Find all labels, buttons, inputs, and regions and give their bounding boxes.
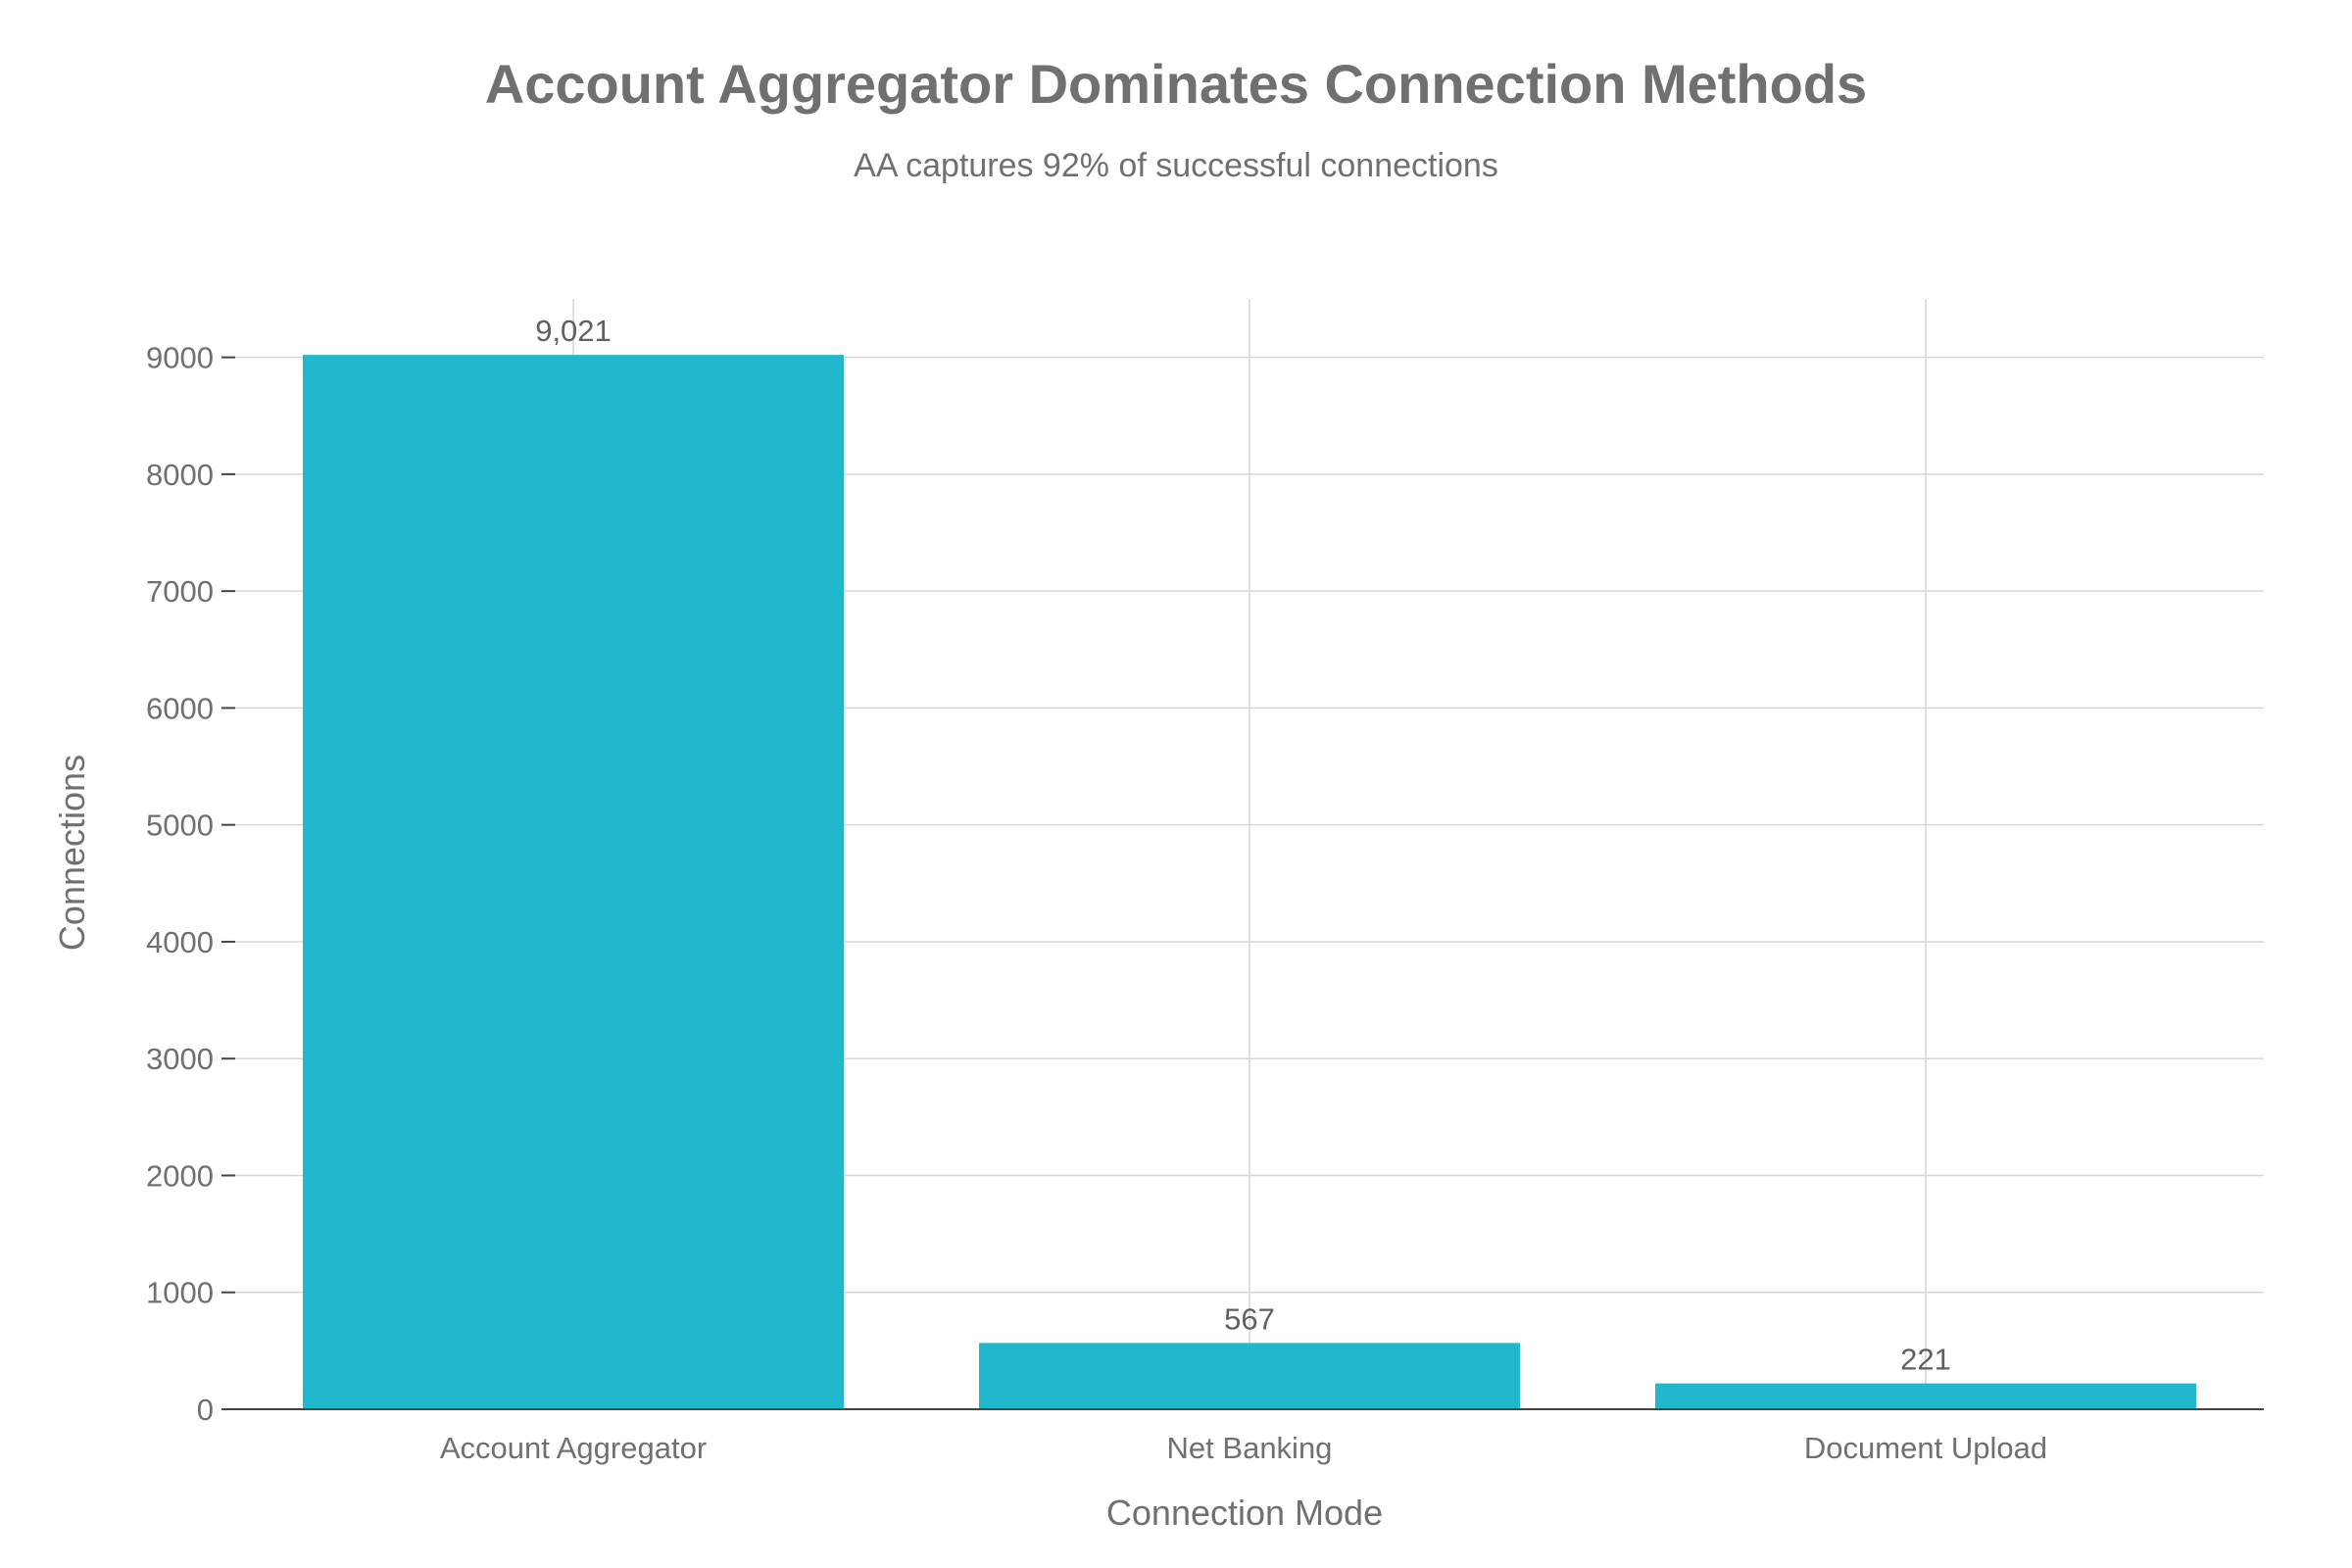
- chart-title: Account Aggregator Dominates Connection …: [485, 53, 1867, 115]
- bar-value-label: 567: [1224, 1301, 1275, 1336]
- bar-value-label: 221: [1900, 1343, 1951, 1377]
- bar: [979, 1343, 1520, 1409]
- bar-value-label: 9,021: [535, 314, 612, 348]
- y-tick-label: 9000: [146, 341, 214, 375]
- y-tick-label: 6000: [146, 691, 214, 725]
- y-tick-label: 0: [197, 1393, 214, 1427]
- x-axis-title: Connection Mode: [1106, 1493, 1383, 1533]
- bars: [303, 355, 2196, 1409]
- y-axis-title: Connections: [52, 755, 92, 951]
- labels: 0 1000 2000 3000 4000 5000 6000 7000 8000 9000 9,0…: [146, 314, 2047, 1465]
- chart-subtitle: AA captures 92% of successful connection…: [854, 147, 1498, 184]
- y-tick-label: 5000: [146, 808, 214, 843]
- bar: [303, 355, 844, 1409]
- x-tick-label: Net Banking: [1167, 1431, 1333, 1465]
- y-tick-label: 2000: [146, 1158, 214, 1193]
- y-tick-label: 8000: [146, 458, 214, 492]
- axes: [221, 356, 2264, 1410]
- y-tick-label: 1000: [146, 1276, 214, 1310]
- x-tick-label: Document Upload: [1804, 1431, 2047, 1465]
- y-tick-label: 7000: [146, 574, 214, 609]
- x-tick-label: Account Aggregator: [440, 1431, 707, 1465]
- y-tick-label: 4000: [146, 925, 214, 959]
- bar: [1655, 1383, 2196, 1409]
- y-tick-label: 3000: [146, 1042, 214, 1076]
